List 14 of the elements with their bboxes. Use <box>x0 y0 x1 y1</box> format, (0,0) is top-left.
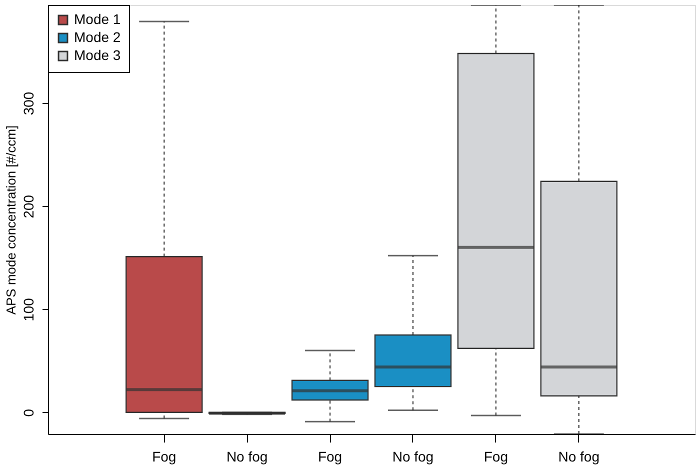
x-tick-label: Fog <box>152 448 176 464</box>
y-tick-label: 100 <box>20 298 36 322</box>
x-tick-label: Fog <box>318 448 342 464</box>
y-tick-label: 300 <box>20 92 36 116</box>
legend-label: Mode 3 <box>74 47 121 63</box>
y-tick-label: 200 <box>20 194 36 218</box>
y-tick-label: 0 <box>20 408 36 417</box>
y-axis-title: APS mode concentration [#/ccm] <box>4 125 18 315</box>
legend-label: Mode 1 <box>74 11 121 27</box>
x-tick-label: No fog <box>392 448 434 464</box>
x-tick-label: No fog <box>558 448 600 464</box>
x-tick-label: Fog <box>484 448 508 464</box>
x-tick-label: No fog <box>226 448 268 464</box>
legend-label: Mode 2 <box>74 29 121 45</box>
